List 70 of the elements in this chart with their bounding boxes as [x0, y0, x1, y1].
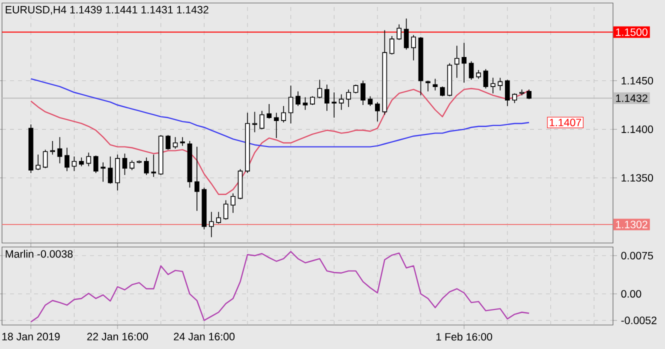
candlestick: [338, 94, 344, 110]
candlestick: [324, 84, 330, 112]
candlestick: [504, 79, 510, 106]
candlestick: [512, 92, 518, 104]
candlestick: [108, 156, 113, 184]
candlestick: [64, 147, 70, 172]
candlestick: [389, 36, 394, 55]
chart-title: EURUSD,H4 1.1439 1.1441 1.1431 1.1432: [6, 6, 208, 15]
candlestick: [216, 211, 222, 224]
x-tick-label: 22 Jan 16:00: [87, 332, 148, 340]
candlestick: [266, 104, 272, 120]
x-tick-label: 24 Jan 16:00: [174, 332, 235, 340]
candlestick: [180, 136, 185, 146]
candlestick: [194, 146, 200, 212]
candlestick: [252, 111, 258, 133]
candlestick: [498, 77, 503, 91]
candlestick: [274, 112, 279, 138]
candlestick: [440, 86, 445, 97]
candlestick: [483, 68, 488, 89]
y-tick-label: 0.0075: [621, 252, 653, 260]
y-tick-label: -0.0052: [621, 316, 656, 324]
x-tick-label: 18 Jan 2019: [2, 332, 60, 340]
candlestick: [296, 91, 300, 106]
candlestick: [93, 155, 98, 174]
candlestick: [281, 106, 286, 123]
candlestick: [166, 134, 170, 150]
text: 1.1407: [550, 118, 582, 126]
candlestick: [411, 34, 416, 61]
candlestick: [426, 80, 430, 92]
x-tick-label: 1 Feb 16:00: [436, 332, 492, 341]
candlestick: [332, 92, 337, 118]
candlestick: [144, 157, 149, 176]
candlestick: [42, 149, 48, 169]
candlestick: [151, 154, 156, 178]
candlestick: [230, 193, 236, 214]
candlestick: [346, 89, 351, 108]
candlestick: [86, 152, 92, 167]
candlestick: [462, 42, 467, 84]
ref-line-label: 1.1500: [616, 28, 648, 36]
y-tick-label: 0.00: [621, 290, 642, 298]
candlestick: [368, 96, 373, 106]
candlestick: [454, 45, 460, 78]
candlestick: [172, 136, 178, 150]
chart-title: Marlin -0.0038: [6, 250, 73, 258]
candlestick: [468, 60, 474, 80]
y-tick-label: 1.1400: [622, 126, 654, 134]
candlestick: [130, 160, 134, 171]
candlestick: [432, 78, 438, 91]
candlestick: [404, 18, 409, 50]
candlestick: [208, 211, 214, 238]
candlestick: [302, 96, 308, 110]
candlestick: [100, 162, 106, 182]
candlestick: [396, 24, 402, 40]
y-tick-label: 1.1350: [622, 174, 654, 182]
candlestick: [490, 77, 496, 94]
y-tick-label: 1.1450: [622, 76, 654, 84]
candlestick: [50, 140, 55, 155]
candlestick: [526, 89, 532, 100]
candlestick: [72, 156, 77, 172]
candlestick: [57, 136, 62, 164]
candlestick: [223, 200, 228, 220]
candlestick: [288, 85, 294, 124]
candlestick: [317, 79, 322, 99]
ref-line-label: 1.1302: [616, 220, 648, 228]
candlestick: [260, 110, 264, 130]
candlestick: [122, 153, 128, 176]
candlestick: [375, 102, 380, 122]
candlestick: [36, 154, 41, 171]
ref-line-label: 1.1432: [616, 94, 648, 102]
candlestick: [360, 80, 366, 106]
